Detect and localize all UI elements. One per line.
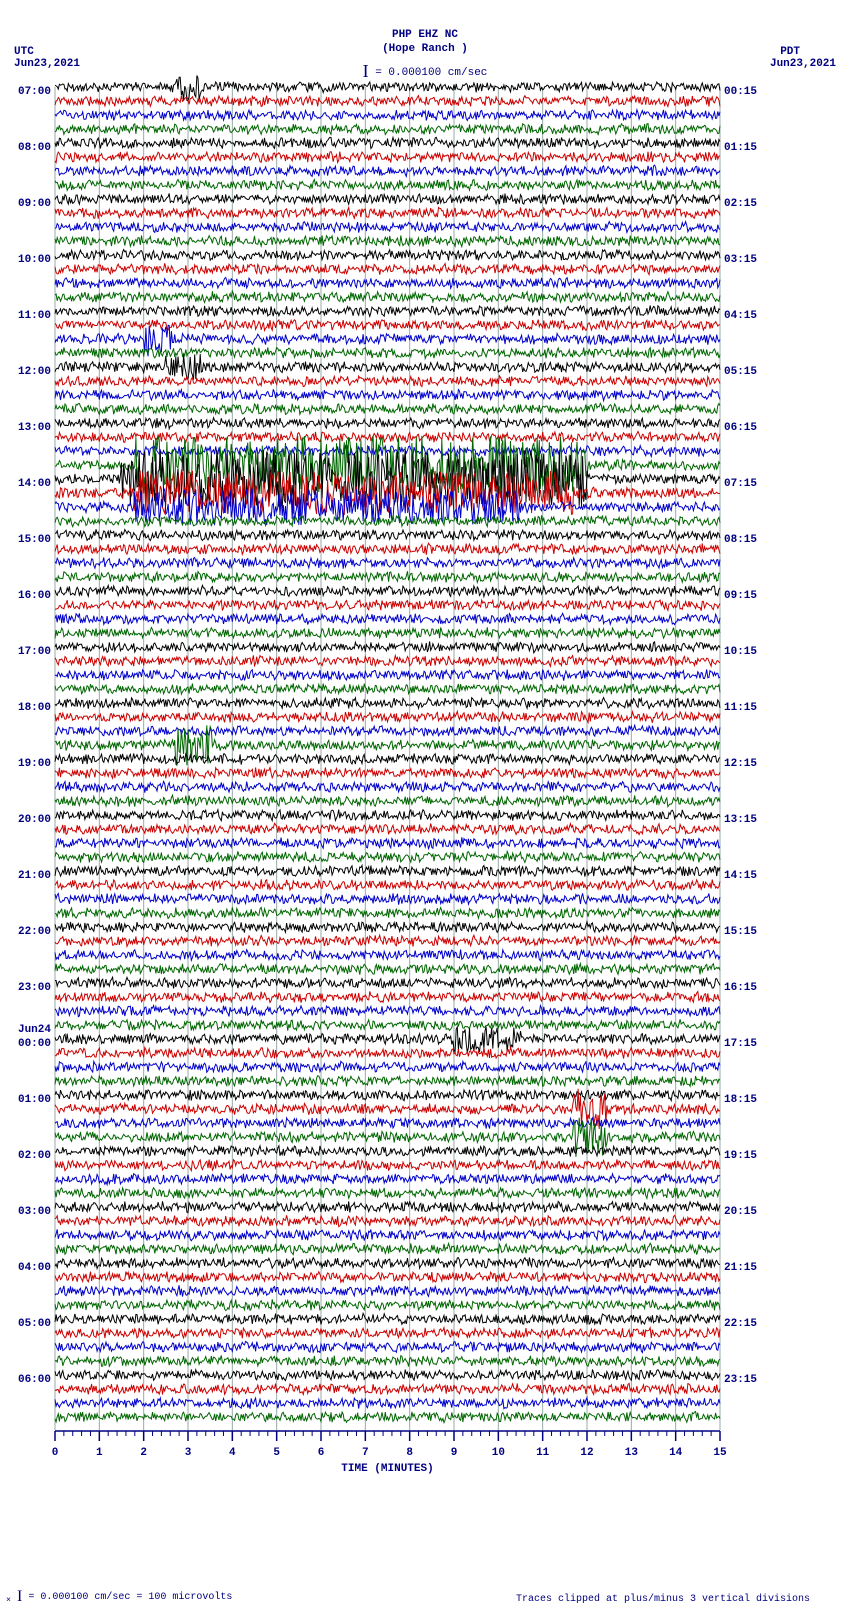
- svg-text:4: 4: [229, 1447, 236, 1459]
- pdt-time-label: 23:15: [720, 1374, 757, 1386]
- svg-text:8: 8: [406, 1447, 413, 1459]
- date-left: Jun23,2021: [14, 58, 80, 70]
- pdt-time-label: 07:15: [720, 478, 757, 490]
- scale-bar-icon: I: [17, 1588, 22, 1605]
- date-right: Jun23,2021: [770, 58, 836, 70]
- svg-text:6: 6: [318, 1447, 325, 1459]
- svg-text:0: 0: [52, 1447, 59, 1459]
- tz-left: UTC: [14, 46, 34, 58]
- utc-time-label: 12:00: [18, 366, 55, 378]
- gridlines: [55, 87, 720, 1430]
- utc-time-label: 16:00: [18, 590, 55, 602]
- pdt-time-label: 21:15: [720, 1262, 757, 1274]
- svg-text:9: 9: [451, 1447, 458, 1459]
- utc-time-label: 04:00: [18, 1262, 55, 1274]
- x-axis: 0123456789101112131415TIME (MINUTES): [55, 1431, 720, 1481]
- helicorder-plot: 07:0000:1508:0001:1509:0002:1510:0003:15…: [55, 87, 720, 1430]
- pdt-time-label: 05:15: [720, 366, 757, 378]
- utc-time-label: 09:00: [18, 198, 55, 210]
- svg-text:12: 12: [580, 1447, 593, 1459]
- footer-left: × I = 0.000100 cm/sec = 100 microvolts: [6, 1586, 232, 1605]
- utc-time-label: 03:00: [18, 1206, 55, 1218]
- station-id: PHP EHZ NC: [0, 28, 850, 42]
- pdt-time-label: 11:15: [720, 702, 757, 714]
- utc-time-label: 22:00: [18, 926, 55, 938]
- svg-text:TIME (MINUTES): TIME (MINUTES): [341, 1463, 433, 1475]
- svg-text:10: 10: [492, 1447, 505, 1459]
- pdt-time-label: 17:15: [720, 1038, 757, 1050]
- svg-text:7: 7: [362, 1447, 369, 1459]
- pdt-time-label: 18:15: [720, 1094, 757, 1106]
- utc-time-label: 08:00: [18, 142, 55, 154]
- scale-bar-icon: I: [363, 61, 369, 81]
- svg-text:1: 1: [96, 1447, 103, 1459]
- utc-time-label: 06:00: [18, 1374, 55, 1386]
- utc-time-label: 11:00: [18, 310, 55, 322]
- utc-time-label: 15:00: [18, 534, 55, 546]
- pdt-time-label: 09:15: [720, 590, 757, 602]
- pdt-time-label: 01:15: [720, 142, 757, 154]
- pdt-time-label: 16:15: [720, 982, 757, 994]
- svg-text:14: 14: [669, 1447, 683, 1459]
- pdt-time-label: 06:15: [720, 422, 757, 434]
- utc-time-label: 21:00: [18, 870, 55, 882]
- utc-time-label: 13:00: [18, 422, 55, 434]
- utc-time-label: 23:00: [18, 982, 55, 994]
- pdt-time-label: 13:15: [720, 814, 757, 826]
- pdt-time-label: 14:15: [720, 870, 757, 882]
- pdt-time-label: 03:15: [720, 254, 757, 266]
- svg-text:3: 3: [185, 1447, 192, 1459]
- utc-time-label: 14:00: [18, 478, 55, 490]
- pdt-time-label: 22:15: [720, 1318, 757, 1330]
- footer-right: Traces clipped at plus/minus 3 vertical …: [516, 1594, 810, 1605]
- utc-time-label: 05:00: [18, 1318, 55, 1330]
- svg-text:5: 5: [273, 1447, 280, 1459]
- pdt-time-label: 15:15: [720, 926, 757, 938]
- utc-time-label: 18:00: [18, 702, 55, 714]
- utc-time-label: 20:00: [18, 814, 55, 826]
- utc-time-label: 10:00: [18, 254, 55, 266]
- pdt-time-label: 08:15: [720, 534, 757, 546]
- utc-time-label: 00:00: [18, 1038, 55, 1050]
- pdt-time-label: 19:15: [720, 1150, 757, 1162]
- svg-text:15: 15: [713, 1447, 727, 1459]
- svg-text:13: 13: [625, 1447, 639, 1459]
- station-location: (Hope Ranch ): [0, 42, 850, 56]
- utc-time-label: 02:00: [18, 1150, 55, 1162]
- pdt-time-label: 12:15: [720, 758, 757, 770]
- utc-time-label: 17:00: [18, 646, 55, 658]
- utc-time-label: Jun24: [18, 1024, 55, 1036]
- utc-time-label: 01:00: [18, 1094, 55, 1106]
- pdt-time-label: 20:15: [720, 1206, 757, 1218]
- svg-text:11: 11: [536, 1447, 550, 1459]
- pdt-time-label: 02:15: [720, 198, 757, 210]
- scale-note: I = 0.000100 cm/sec: [0, 62, 850, 80]
- tz-right: PDT: [780, 46, 800, 58]
- svg-text:2: 2: [140, 1447, 147, 1459]
- pdt-time-label: 10:15: [720, 646, 757, 658]
- pdt-time-label: 04:15: [720, 310, 757, 322]
- utc-time-label: 19:00: [18, 758, 55, 770]
- utc-time-label: 07:00: [18, 86, 55, 98]
- pdt-time-label: 00:15: [720, 86, 757, 98]
- chart-header: PHP EHZ NC (Hope Ranch ) I = 0.000100 cm…: [0, 0, 850, 80]
